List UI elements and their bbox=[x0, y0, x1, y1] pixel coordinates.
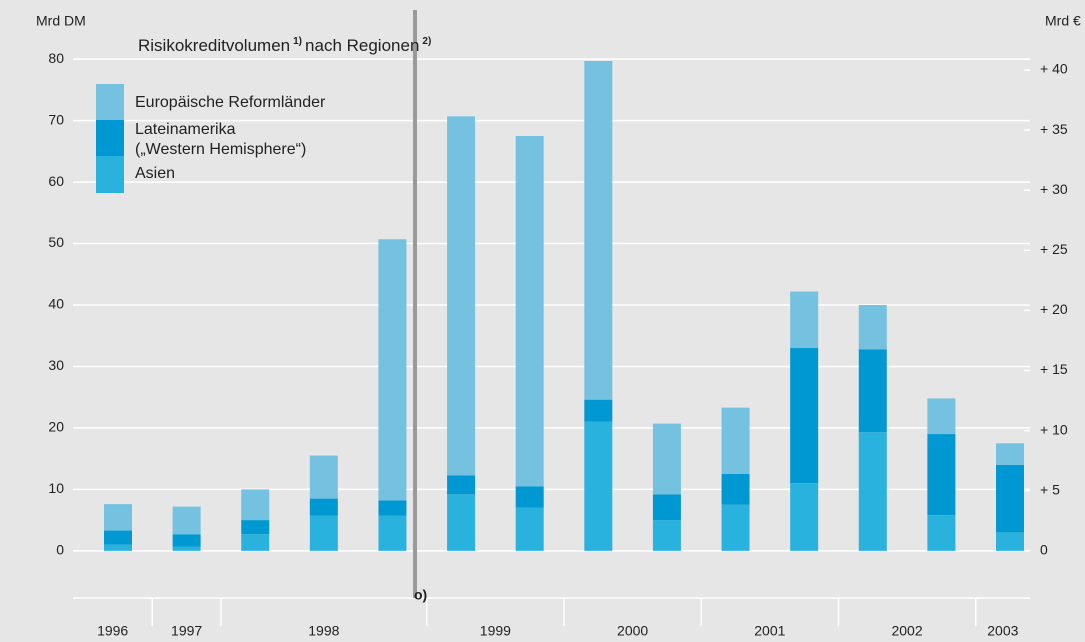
bar-segment bbox=[652, 494, 681, 521]
bar-segment bbox=[172, 506, 201, 535]
bar-segment bbox=[309, 455, 338, 499]
bar-segment bbox=[858, 432, 887, 551]
legend-swatch bbox=[96, 120, 124, 156]
y-tick-label: 60 bbox=[48, 173, 64, 189]
bar-segment bbox=[858, 305, 887, 350]
bar-segment bbox=[378, 239, 407, 501]
bar-segment bbox=[172, 546, 201, 551]
y-tick-label: 40 bbox=[48, 296, 64, 312]
y2-tick-label: + 20 bbox=[1040, 301, 1068, 317]
bar-segment bbox=[309, 498, 338, 516]
bar-segment bbox=[515, 507, 544, 551]
title-text: nach Regionen bbox=[305, 36, 419, 55]
bar-segment bbox=[790, 348, 819, 484]
bar-segment bbox=[652, 520, 681, 551]
x-group-label: 2002 bbox=[891, 623, 922, 639]
bar-segment bbox=[378, 515, 407, 551]
bar-segment bbox=[721, 504, 750, 551]
bar-segment bbox=[309, 515, 338, 551]
bar-segment bbox=[927, 434, 956, 516]
y2-tick-label: + 25 bbox=[1040, 241, 1068, 257]
bar-segment bbox=[515, 486, 544, 508]
x-group-label: 2000 bbox=[617, 623, 648, 639]
bar-segment bbox=[241, 534, 270, 551]
title-text: Risikokreditvolumen bbox=[138, 36, 290, 55]
bar-segment bbox=[721, 407, 750, 475]
y-tick-label: 70 bbox=[48, 111, 64, 127]
y2-tick-label: + 5 bbox=[1040, 481, 1060, 497]
annotation: o) bbox=[414, 587, 427, 603]
bar-segment bbox=[584, 421, 613, 551]
y2-tick-label: + 30 bbox=[1040, 181, 1068, 197]
y2-tick-label: 0 bbox=[1040, 542, 1048, 558]
bar-segment bbox=[584, 399, 613, 422]
bar-segment bbox=[515, 135, 544, 487]
y-tick-label: 0 bbox=[56, 542, 64, 558]
bar-segment bbox=[584, 61, 613, 400]
x-group-label: 1996 bbox=[97, 623, 128, 639]
bar-segment bbox=[996, 532, 1024, 551]
bar-segment bbox=[721, 474, 750, 505]
y-tick-label: 50 bbox=[48, 234, 64, 250]
y2-axis-label: Mrd € bbox=[1045, 13, 1081, 29]
y2-tick-label: + 15 bbox=[1040, 361, 1068, 377]
bar-segment bbox=[927, 398, 956, 435]
legend-label: Europäische Reformländer bbox=[135, 94, 326, 111]
y-tick-label: 10 bbox=[48, 480, 64, 496]
bar-segment bbox=[790, 483, 819, 551]
bar-segment bbox=[241, 520, 270, 535]
x-group-label: 2001 bbox=[754, 623, 785, 639]
bar-segment bbox=[104, 544, 132, 551]
bar-segment bbox=[927, 515, 956, 551]
legend-swatch bbox=[96, 156, 124, 193]
y2-tick-label: + 35 bbox=[1040, 121, 1068, 137]
y-axis-label: Mrd DM bbox=[36, 13, 86, 29]
bar-segment bbox=[447, 475, 476, 495]
bar-segment bbox=[858, 349, 887, 433]
y-tick-label: 30 bbox=[48, 357, 64, 373]
legend-label-line: („Western Hemisphere“) bbox=[135, 141, 306, 158]
y-tick-label: 20 bbox=[48, 419, 64, 435]
bar-segment bbox=[104, 530, 132, 545]
bar-segment bbox=[378, 500, 407, 516]
y2-tick-label: + 40 bbox=[1040, 61, 1068, 77]
bar-segment bbox=[790, 291, 819, 349]
legend-label-line: Lateinamerika bbox=[135, 121, 236, 138]
bar-segment bbox=[104, 504, 132, 531]
bar-segment bbox=[652, 423, 681, 495]
title-superscript: 2) bbox=[422, 36, 431, 47]
legend-swatch bbox=[96, 84, 124, 120]
x-group-label: 1999 bbox=[480, 623, 511, 639]
bar-segment bbox=[447, 494, 476, 551]
bar-segment bbox=[172, 534, 201, 547]
title-superscript: 1) bbox=[293, 36, 302, 47]
y2-tick-label: + 10 bbox=[1040, 421, 1068, 437]
chart-title: Risikokreditvolumen 1) nach Regionen 2) bbox=[138, 36, 431, 56]
legend-label: Lateinamerika („Western Hemisphere“) bbox=[135, 121, 306, 158]
y-tick-label: 80 bbox=[48, 50, 64, 66]
x-group-label: 1998 bbox=[308, 623, 339, 639]
legend-label: Asien bbox=[135, 165, 175, 182]
bar-segment bbox=[241, 489, 270, 521]
bar-segment bbox=[996, 464, 1024, 533]
bar-segment bbox=[996, 443, 1024, 465]
x-group-label: 2003 bbox=[987, 623, 1018, 639]
x-group-label: 1997 bbox=[171, 623, 202, 639]
bar-segment bbox=[447, 116, 476, 476]
